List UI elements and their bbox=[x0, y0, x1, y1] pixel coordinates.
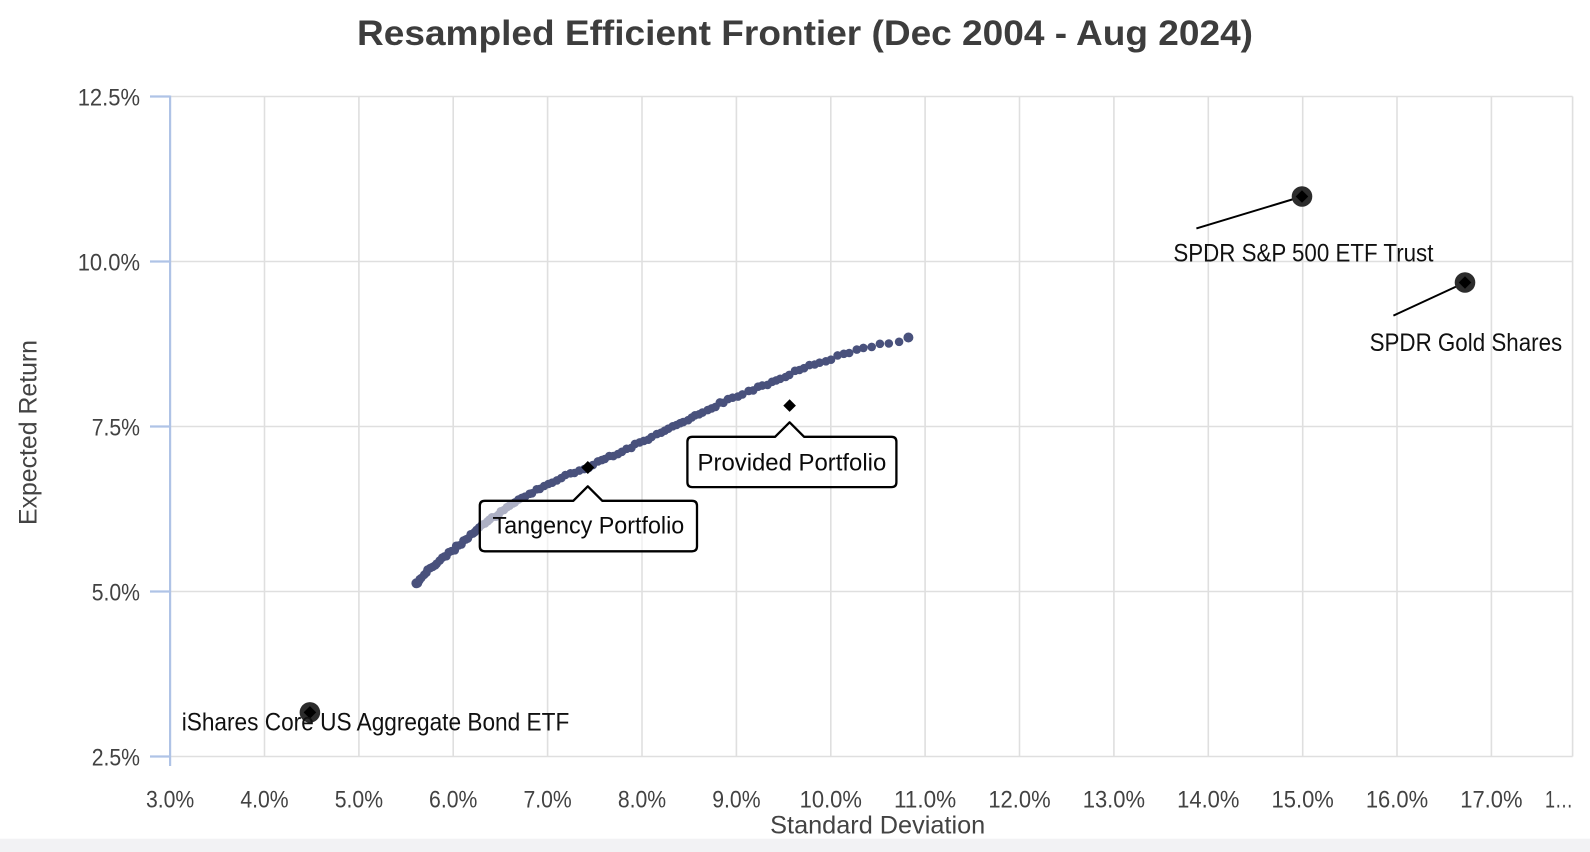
svg-text:6.0%: 6.0% bbox=[429, 787, 477, 814]
svg-text:12.5%: 12.5% bbox=[78, 84, 140, 111]
svg-text:Resampled Efficient Frontier (: Resampled Efficient Frontier (Dec 2004 -… bbox=[357, 14, 1253, 53]
svg-text:11.0%: 11.0% bbox=[894, 787, 956, 814]
svg-text:Provided Portfolio: Provided Portfolio bbox=[698, 450, 887, 477]
svg-text:16.0%: 16.0% bbox=[1366, 787, 1428, 814]
svg-text:Tangency Portfolio: Tangency Portfolio bbox=[493, 513, 685, 540]
svg-text:9.0%: 9.0% bbox=[712, 787, 760, 814]
svg-text:13.0%: 13.0% bbox=[1083, 787, 1145, 814]
svg-text:10.0%: 10.0% bbox=[800, 787, 862, 814]
svg-text:7.0%: 7.0% bbox=[523, 787, 571, 814]
svg-text:7.5%: 7.5% bbox=[92, 414, 140, 441]
svg-text:Standard Deviation: Standard Deviation bbox=[770, 812, 985, 840]
svg-text:1…: 1… bbox=[1545, 787, 1573, 814]
svg-text:Expected Return: Expected Return bbox=[15, 340, 43, 525]
svg-text:SPDR Gold Shares: SPDR Gold Shares bbox=[1370, 329, 1563, 357]
svg-text:17.0%: 17.0% bbox=[1460, 787, 1522, 814]
svg-text:SPDR S&P 500 ETF Trust: SPDR S&P 500 ETF Trust bbox=[1173, 240, 1433, 268]
svg-text:3.0%: 3.0% bbox=[146, 787, 194, 814]
svg-text:8.0%: 8.0% bbox=[618, 787, 666, 814]
svg-text:12.0%: 12.0% bbox=[988, 787, 1050, 814]
svg-text:14.0%: 14.0% bbox=[1177, 787, 1239, 814]
svg-text:15.0%: 15.0% bbox=[1272, 787, 1334, 814]
svg-text:2.5%: 2.5% bbox=[92, 744, 140, 771]
svg-text:5.0%: 5.0% bbox=[92, 579, 140, 606]
svg-text:iShares Core US Aggregate Bond: iShares Core US Aggregate Bond ETF bbox=[182, 709, 570, 737]
svg-text:4.0%: 4.0% bbox=[240, 787, 288, 814]
svg-text:5.0%: 5.0% bbox=[335, 787, 383, 814]
svg-text:10.0%: 10.0% bbox=[78, 249, 140, 276]
